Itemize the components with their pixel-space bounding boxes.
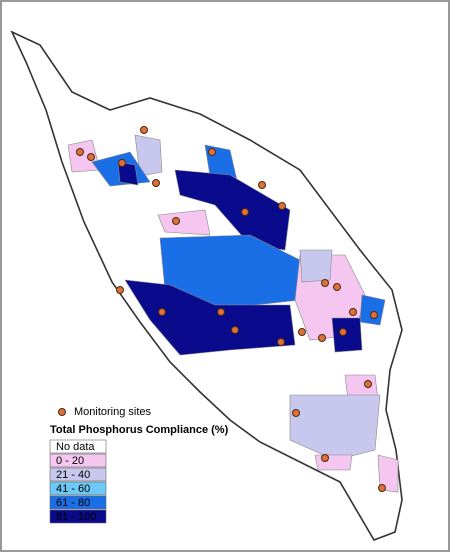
site xyxy=(241,208,249,216)
catchment xyxy=(157,209,211,236)
catchment xyxy=(117,161,139,186)
site xyxy=(76,148,84,156)
site xyxy=(278,202,286,210)
legend-label: 81 - 100 xyxy=(56,511,96,523)
site xyxy=(318,334,326,342)
catchment xyxy=(134,134,163,177)
site xyxy=(231,326,239,334)
catchment xyxy=(124,279,296,356)
legend-label: 0 - 20 xyxy=(56,455,84,467)
site xyxy=(258,181,266,189)
legend-site-symbol xyxy=(58,408,66,416)
site xyxy=(277,338,285,346)
site xyxy=(333,283,341,291)
site xyxy=(118,159,126,167)
site xyxy=(370,311,378,319)
site xyxy=(349,308,357,316)
catchment xyxy=(314,454,353,471)
legend-label: 41 - 60 xyxy=(56,483,90,495)
legend-label: 61 - 80 xyxy=(56,497,90,509)
site xyxy=(321,279,329,287)
site xyxy=(208,148,216,156)
legend-sites-label: Monitoring sites xyxy=(74,406,152,418)
legend-swatch xyxy=(49,467,107,482)
legend-label: 21 - 40 xyxy=(56,469,90,481)
site xyxy=(298,328,306,336)
site xyxy=(339,328,347,336)
site xyxy=(292,409,300,417)
site xyxy=(140,126,148,134)
legend-swatch xyxy=(49,453,107,468)
site xyxy=(364,380,372,388)
catchment xyxy=(377,454,399,493)
site xyxy=(87,153,95,161)
legend-swatch xyxy=(49,439,107,454)
catchment xyxy=(331,317,363,353)
legend-swatch xyxy=(49,495,107,510)
monitoring-sites xyxy=(76,126,386,492)
catchment xyxy=(359,294,386,326)
catchment xyxy=(299,249,333,283)
site xyxy=(321,454,329,462)
legend-swatch xyxy=(49,481,107,496)
site xyxy=(217,308,225,316)
legend-swatch xyxy=(49,509,107,524)
site xyxy=(152,179,160,187)
legend-label: No data xyxy=(56,441,95,453)
site xyxy=(378,484,386,492)
legend-title: Total Phosphorus Compliance (%) xyxy=(50,424,229,436)
catchment xyxy=(289,394,381,461)
catchments xyxy=(67,134,399,493)
site xyxy=(172,217,180,225)
site xyxy=(158,308,166,316)
legend: Monitoring sites Total Phosphorus Compli… xyxy=(49,406,229,524)
site xyxy=(116,286,124,294)
